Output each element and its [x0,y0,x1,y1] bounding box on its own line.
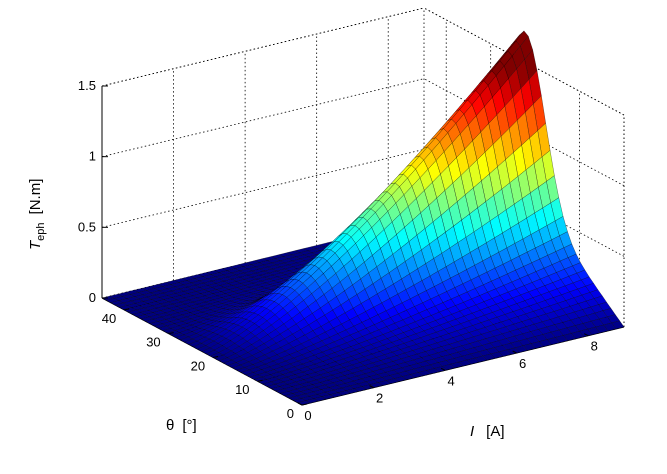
x-tick-mark [583,333,589,337]
x-axis-label: I [A] [470,423,505,440]
z-tick-label: 1 [89,149,96,164]
axis-ticks: 0 0.5 1 1.5 0 2 4 6 8 0 10 20 30 40 [78,78,598,423]
grid-back-horizontal [101,7,425,87]
y-axis-unit: [°] [182,417,196,434]
y-tick-label: 40 [102,311,116,326]
x-tick-label: 4 [447,373,454,388]
grid-top-back-edge [101,7,425,87]
x-axis-unit: [A] [486,423,504,440]
z-tick-label: 1.5 [78,78,96,93]
grid-back-horizontal [101,78,425,158]
z-tick-label: 0.5 [78,219,96,234]
y-tick-mark [213,355,219,358]
x-tick-label: 8 [591,339,598,354]
y-tick-mark [168,332,174,335]
x-tick-mark [297,402,303,406]
y-tick-label: 0 [287,406,294,421]
z-axis-label: Teph [N.m] [27,179,47,250]
y-axis-label: θ [°] [166,417,197,434]
z-axis-unit: [N.m] [27,179,44,215]
x-axis-symbol: I [470,423,474,440]
x-tick-label: 2 [376,391,383,406]
x-tick-label: 6 [519,356,526,371]
x-tick-mark [512,350,517,354]
z-tick-label: 0 [89,290,96,305]
surface-mesh [101,30,625,406]
y-tick-label: 20 [191,358,205,373]
y-tick-label: 10 [235,382,249,397]
y-tick-label: 30 [146,335,160,350]
y-axis-symbol: θ [166,417,174,434]
grid-back-horizontal [101,148,425,228]
z-axis-subscript: eph [35,222,47,240]
x-tick-label: 0 [304,408,311,423]
x-tick-mark [440,367,446,371]
y-tick-mark [257,379,263,382]
x-tick-mark [369,385,374,389]
y-tick-mark [124,308,130,311]
y-tick-mark [301,403,308,406]
z-axis-symbol: T [27,239,44,250]
